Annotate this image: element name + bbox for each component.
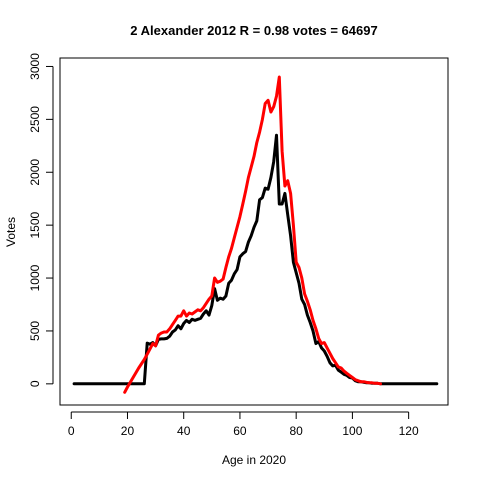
- series-line-red: [123, 75, 382, 394]
- y-tick-label: 0: [28, 380, 42, 387]
- y-axis: 0 500 1000 1500 2000 2500 3000: [28, 53, 54, 387]
- x-tick-label: 80: [289, 424, 303, 438]
- chart-title: 2 Alexander 2012 R = 0.98 votes = 64697: [130, 23, 377, 38]
- y-tick-label: 3000: [28, 53, 42, 80]
- x-tick-label: 40: [177, 424, 191, 438]
- y-tick-label: 500: [28, 321, 42, 341]
- x-tick-label: 20: [121, 424, 135, 438]
- x-axis: 0 20 40 60 80 100 120: [68, 411, 419, 438]
- series-line-black: [72, 133, 439, 386]
- series-layer: [72, 75, 439, 394]
- plot-frame: [59, 57, 449, 406]
- y-tick-label: 2500: [28, 106, 42, 133]
- y-axis-label: Votes: [4, 217, 18, 247]
- y-tick-label: 1500: [28, 211, 42, 238]
- x-axis-label: Age in 2020: [222, 453, 286, 467]
- x-tick-label: 120: [399, 424, 419, 438]
- y-tick-label: 2000: [28, 159, 42, 186]
- x-tick-label: 0: [68, 424, 75, 438]
- y-tick-label: 1000: [28, 264, 42, 291]
- x-tick-label: 100: [342, 424, 362, 438]
- x-tick-label: 60: [233, 424, 247, 438]
